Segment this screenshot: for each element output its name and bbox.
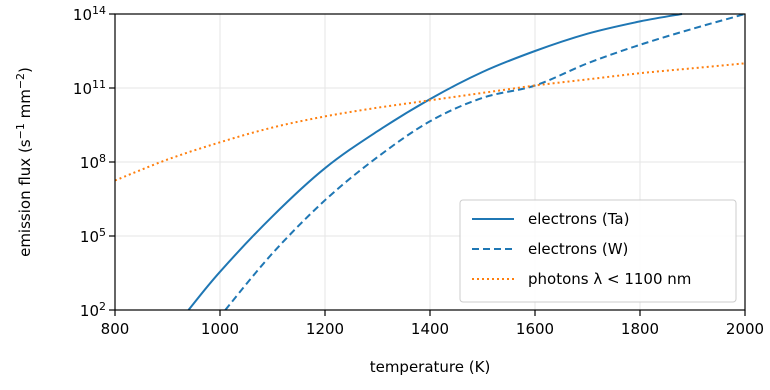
y-axis: 102 105 108 1011 1014 (73, 4, 115, 321)
x-tick-label: 1600 (516, 320, 554, 338)
series-line-3 (114, 62, 746, 182)
series-layer (114, 13, 746, 311)
y-axis-label-sup2: −2 (14, 73, 27, 89)
y-tick-label: 108 (80, 152, 106, 173)
y-tick-label: 105 (80, 226, 106, 247)
series-line-1 (187, 13, 683, 311)
y-axis-label-sup1: −1 (14, 123, 27, 139)
x-tick-label: 800 (101, 320, 130, 338)
legend: electrons (Ta) electrons (W) photons λ < 1… (459, 199, 737, 303)
x-tick-label: 2000 (726, 320, 764, 338)
x-axis: 800 1000 1200 1400 1600 1800 2000 (101, 310, 764, 338)
y-axis-label-mid: mm (16, 89, 34, 123)
x-tick-label: 1800 (621, 320, 659, 338)
y-axis-label-main: emission flux (s (16, 139, 34, 257)
y-axis-label-end: ) (16, 67, 34, 73)
y-tick-label: 1011 (73, 78, 106, 99)
x-tick-label: 1400 (411, 320, 449, 338)
y-tick-label: 1014 (73, 4, 106, 25)
y-axis-label: emission flux (s−1 mm−2) (14, 67, 35, 257)
x-axis-label: temperature (K) (370, 358, 491, 376)
legend-box (459, 199, 737, 303)
legend-label: electrons (Ta) (528, 210, 629, 228)
x-tick-label: 1200 (306, 320, 344, 338)
y-tick-label: 102 (80, 300, 106, 321)
x-tick-label: 1000 (201, 320, 239, 338)
series-line-2 (224, 13, 746, 311)
legend-label: photons λ < 1100 nm (528, 270, 691, 288)
legend-label: electrons (W) (528, 240, 628, 258)
